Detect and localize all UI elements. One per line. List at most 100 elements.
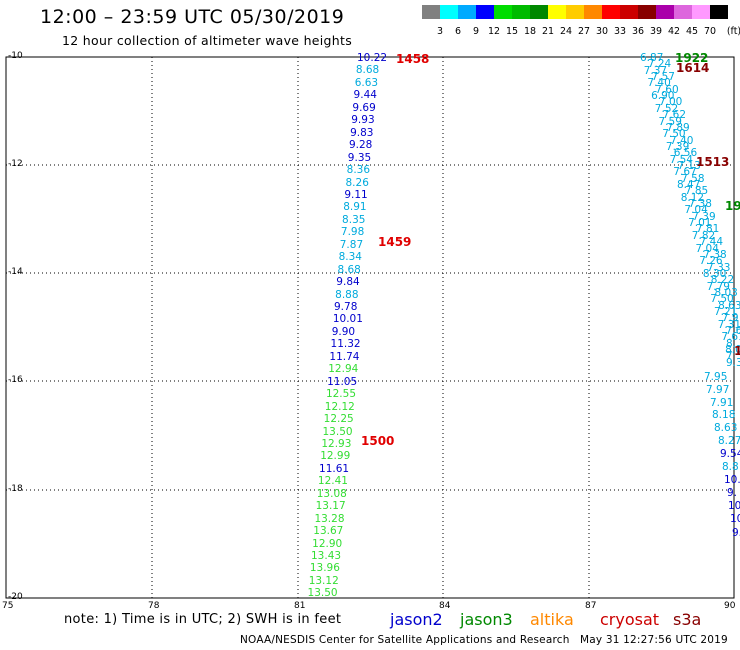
wave-height-value: 8.03 [714,286,738,299]
wave-height-value: 8.68 [355,64,380,77]
wave-height-value: 6.56 [673,147,698,160]
wave-height-value: 13.17 [315,500,346,513]
wave-height-value: 7.39 [665,140,690,153]
color-scale-label: 70 [703,26,717,37]
color-scale-label: (ft) [726,26,740,37]
wave-height-value: 8.36 [346,164,371,177]
color-scale-label: 45 [685,26,699,37]
color-swatch [674,5,692,19]
latitude-tick-label: -10 [8,51,23,61]
latitude-tick-label: -18 [8,484,23,494]
wave-height-value: 8. [726,337,737,350]
color-scale-label: 18 [523,26,537,37]
wave-height-value: 9.3 [732,527,740,539]
wave-height-value: 8.91 [343,201,367,214]
wave-height-value: 8.47 [677,179,701,191]
wave-height-value: 12.93 [321,437,352,450]
pass-time-label: 1614 [676,61,710,75]
wave-height-value: 7.85 [684,185,709,198]
wave-height-value: 9. [727,487,738,499]
wave-height-value: 7 [726,350,733,363]
wave-height-value: 7.87 [339,238,364,251]
color-scale-label: 42 [667,26,681,37]
wave-height-value: 7.26 [699,255,723,268]
color-swatch [422,5,440,19]
color-swatch [458,5,476,19]
wave-height-value: 8.68 [337,263,361,276]
wave-height-value: 9.84 [336,276,360,289]
wave-height-value: 13.96 [309,562,340,575]
wave-height-value: 7.37 [643,64,668,77]
wave-height-value: 9.44 [353,89,377,102]
latitude-tick-label: -12 [8,159,23,169]
wave-height-value: 9.69 [352,101,376,114]
wave-height-value: 7.38 [703,248,727,261]
wave-height-value: 7.61 [721,331,740,344]
wave-height-value: 9.28 [348,139,373,152]
wave-height-value: 7.31 [717,318,740,331]
longitude-tick-label: 90 [724,601,736,611]
wave-height-value: 12.94 [328,363,359,376]
wave-height-value: 12.99 [320,450,351,463]
wave-height-value: 7.67 [673,166,697,179]
wave-height-value: 7.97 [706,384,730,396]
longitude-tick-label: 81 [294,601,306,611]
color-scale-label: 39 [649,26,663,37]
color-swatch [494,5,512,19]
wave-height-value: 13.08 [316,487,347,500]
wave-height-value: 7.79 [706,280,730,293]
color-scale-label: 33 [613,26,627,37]
wave-height-value: 7.6 [725,325,740,338]
wave-height-value: 12.25 [323,413,354,426]
wave-height-value: 13.43 [311,550,342,562]
page-title: 12:00 – 23:59 UTC 05/30/2019 [40,6,345,28]
wave-height-value: 7.91 [710,397,734,409]
latitude-tick-label: -16 [8,375,23,385]
wave-height-value: 7.40 [647,77,671,90]
wave-height-value: 11.32 [330,338,361,351]
wave-height-value: 7.40 [670,134,694,147]
page-subtitle: 12 hour collection of altimeter wave hei… [62,33,353,48]
wave-height-value: 8.22 [710,274,735,287]
pass-time-label: 1 [734,344,740,358]
wave-height-value: 9.35 [347,151,372,164]
wave-height-value: 7.38 [688,198,712,211]
wave-height-value: 13.50 [307,587,338,600]
wave-height-value: 6.63 [354,76,379,89]
color-swatch [566,5,584,19]
wave-height-value: 9.54 [720,448,740,460]
color-scale-label: 21 [541,26,555,37]
color-scale-label: 6 [454,26,462,37]
color-swatch [512,5,530,19]
pass-time-label: 1922 [675,51,709,65]
wave-height-value: 12.90 [312,537,343,550]
color-scale-label: 12 [487,26,501,37]
wave-height-value: 11.74 [329,350,360,363]
color-scale-label: 3 [436,26,444,37]
wave-height-value: 6.90 [651,90,675,103]
color-scale-label: 36 [631,26,645,37]
wave-height-value: 8.30 [702,267,727,280]
wave-height-value: 7.52 [654,102,679,115]
wave-height-value: 7.21 [714,306,738,318]
legend-item-s3a: s3a [673,610,702,629]
wave-height-value: 7.98 [340,226,365,239]
wave-height-value: 10.22 [357,52,388,64]
pass-time-label: 19 [725,199,740,213]
longitude-tick-label: 87 [585,601,597,611]
wave-height-value: 8.34 [338,251,362,264]
wave-height-value: 13.50 [322,425,353,438]
longitude-tick-label: 78 [148,601,160,611]
grid-lines [6,57,734,598]
wave-height-value: 8.35 [342,213,366,226]
wave-height-value: 8.18 [712,409,736,421]
wave-height-value: 7.24 [647,58,672,71]
latitude-tick-label: -14 [8,267,23,277]
wave-height-value: 7.60 [655,83,679,96]
color-scale-label: 30 [595,26,609,37]
legend-item-jason3: jason3 [460,610,513,629]
latitude-tick-label: -20 [8,592,23,602]
color-swatch [584,5,602,19]
wave-height-value: 7.57 [651,71,675,84]
